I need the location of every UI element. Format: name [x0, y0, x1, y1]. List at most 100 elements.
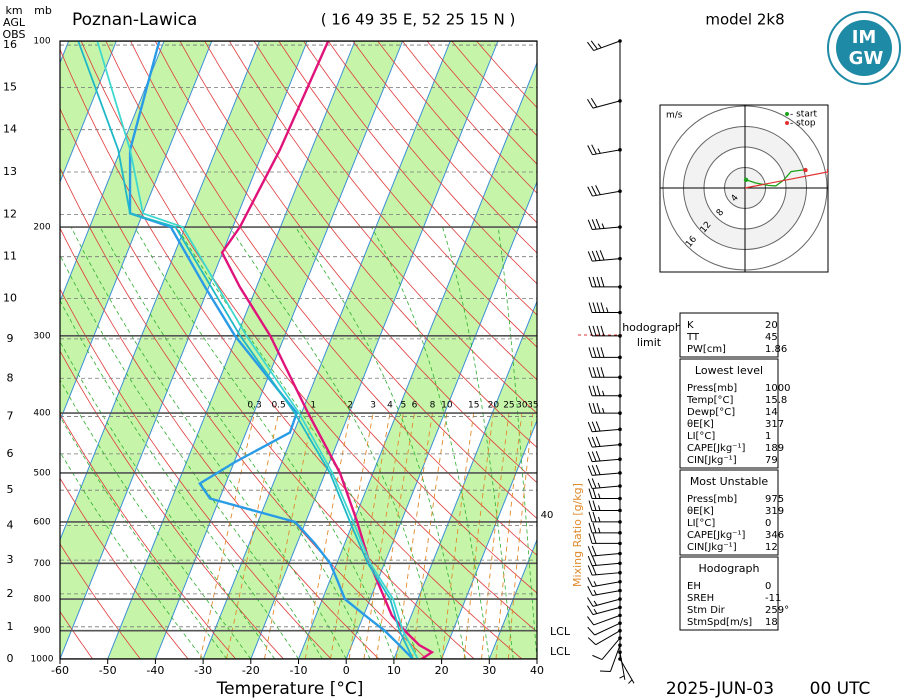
- km-tick-label: 0: [7, 652, 14, 665]
- mixing-ratio-tick-label: 5: [400, 401, 406, 411]
- isotherm: [488, 538, 537, 659]
- barb-full: [587, 145, 593, 155]
- x-tick-label: -10: [290, 664, 308, 677]
- mixing-ratio-tick-label: 6: [412, 401, 418, 411]
- index-box-title: Lowest level: [695, 364, 763, 377]
- isotherm: [441, 419, 537, 659]
- index-label: PW[cm]: [687, 344, 726, 355]
- barb-full: [591, 555, 597, 566]
- barb-half: [597, 148, 601, 154]
- index-value: 18: [765, 617, 778, 628]
- km-tick-label: 5: [7, 483, 14, 496]
- y-tick-label: 900: [33, 626, 50, 636]
- wind-barb: [587, 421, 622, 433]
- barb-full: [587, 597, 594, 607]
- isotherm: [298, 61, 537, 659]
- barb-full: [587, 421, 593, 432]
- time: 00 UTC: [810, 679, 871, 699]
- barb-half: [593, 600, 598, 606]
- barb-half: [598, 505, 601, 511]
- barb-half: [598, 527, 601, 533]
- wind-barb: [588, 325, 622, 338]
- x-tick-label: -20: [242, 664, 260, 677]
- wind-barb: [587, 39, 622, 52]
- legend-stop-dot: [785, 121, 789, 125]
- index-label: SREH: [687, 593, 714, 604]
- barb-full: [591, 436, 597, 447]
- barb-full: [587, 478, 593, 489]
- barb-full: [587, 585, 593, 596]
- barb-full: [587, 546, 593, 557]
- barb-full: [588, 488, 593, 499]
- barb-full: [591, 451, 597, 462]
- dry-adiabat: [204, 41, 537, 449]
- y-tick-label: 500: [33, 468, 50, 478]
- wind-barb: [587, 478, 622, 489]
- index-value: 14: [765, 407, 778, 418]
- km-tick-label: 7: [7, 410, 14, 423]
- km-tick-label: 14: [3, 123, 17, 136]
- barb-full: [600, 325, 605, 337]
- barb-full: [592, 511, 597, 523]
- barb-staff: [592, 472, 621, 476]
- barb-full: [599, 670, 611, 673]
- index-value: 20: [765, 320, 778, 331]
- y-tick-label: 300: [33, 331, 50, 341]
- index-label: LI[°C]: [687, 431, 715, 442]
- barb-staff: [592, 458, 621, 463]
- barb-staff: [601, 637, 621, 660]
- wind-barb: [587, 464, 622, 476]
- isotherm: [60, 41, 165, 303]
- index-label: K: [687, 320, 694, 331]
- barb-half: [593, 608, 598, 614]
- barb-full: [595, 218, 601, 229]
- barb-staff: [592, 190, 621, 197]
- y-tick-label: 200: [33, 223, 50, 233]
- wind-barb: [587, 185, 622, 197]
- hodograph-stop: [803, 167, 808, 173]
- km-tick-label: 2: [7, 587, 14, 600]
- barb-full: [587, 98, 594, 109]
- barb-full: [595, 451, 601, 462]
- y-tick-label: 600: [33, 517, 50, 527]
- isotherm: [60, 41, 117, 184]
- index-box: [679, 312, 779, 358]
- hodograph-limit-label: hodograph: [622, 321, 682, 334]
- index-value: 1000: [765, 383, 790, 394]
- index-label: TT: [686, 332, 700, 343]
- index-value: 259°: [765, 605, 789, 616]
- profile-line: [77, 41, 414, 659]
- barb-full: [591, 219, 597, 230]
- dry-adiabat: [60, 227, 380, 659]
- wind-barb: [587, 250, 622, 262]
- dry-adiabat: [60, 107, 475, 659]
- barb-staff: [592, 562, 621, 567]
- y-tick-label: 700: [33, 559, 50, 569]
- dry-adiabat: [60, 413, 237, 659]
- mixing-ratio-tick-label: 20: [488, 401, 500, 411]
- hodograph-ring-label: 4: [729, 193, 741, 204]
- barb-full: [588, 500, 593, 511]
- barb-full: [590, 40, 598, 50]
- wind-barb: [587, 585, 622, 596]
- barb-staff: [592, 590, 621, 596]
- barb-full: [592, 385, 597, 396]
- barb-staff: [593, 40, 621, 52]
- index-value: 317: [765, 419, 784, 430]
- index-label: Dewp[°C]: [687, 407, 735, 418]
- barb-full: [587, 577, 593, 587]
- mixing-ratio-tick-label: 3: [370, 401, 376, 411]
- barb-full: [587, 251, 593, 262]
- date: 2025-JUN-03: [666, 679, 774, 699]
- mixing-ratio-label: Mixing Ratio [g/kg]: [571, 483, 584, 587]
- wind-barb: [587, 144, 622, 156]
- barb-half: [598, 493, 601, 499]
- km-tick-label: 6: [7, 447, 14, 460]
- barb-full: [592, 367, 597, 378]
- hodograph-unit: m/s: [666, 111, 683, 121]
- dry-adiabat: [60, 543, 141, 659]
- barb-full: [588, 522, 593, 533]
- mixing-ratio-tick-label: 35: [527, 401, 538, 411]
- barb-full: [588, 385, 593, 396]
- dry-adiabat: [154, 41, 537, 519]
